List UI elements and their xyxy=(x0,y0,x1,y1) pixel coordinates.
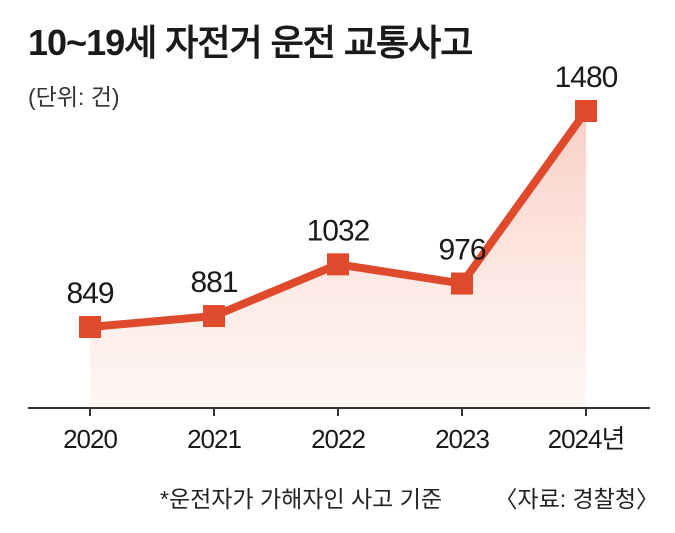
data-point-marker xyxy=(451,272,473,295)
series-area xyxy=(90,111,586,408)
data-point-marker xyxy=(203,305,225,328)
x-tick-label: 2022 xyxy=(311,424,365,454)
chart-title: 10~19세 자전거 운전 교통사고 xyxy=(28,22,473,63)
source-label: 〈자료: 경찰청〉 xyxy=(494,486,659,512)
data-value-label: 976 xyxy=(438,234,485,267)
x-tick-label: 2024년 xyxy=(548,424,625,454)
data-point-marker xyxy=(575,100,597,122)
unit-label: (단위: 건) xyxy=(28,84,120,110)
x-tick-label: 2021 xyxy=(187,424,241,454)
data-value-label: 849 xyxy=(66,277,113,310)
data-value-label: 881 xyxy=(190,266,237,299)
data-value-label: 1032 xyxy=(307,214,370,247)
data-point-marker xyxy=(79,316,101,338)
x-tick-label: 2023 xyxy=(435,424,489,454)
data-point-marker xyxy=(327,253,349,276)
footnote: *운전자가 가해자인 사고 기준 xyxy=(160,486,443,512)
data-value-label: 1480 xyxy=(555,61,618,94)
x-tick-label: 2020 xyxy=(63,424,117,454)
